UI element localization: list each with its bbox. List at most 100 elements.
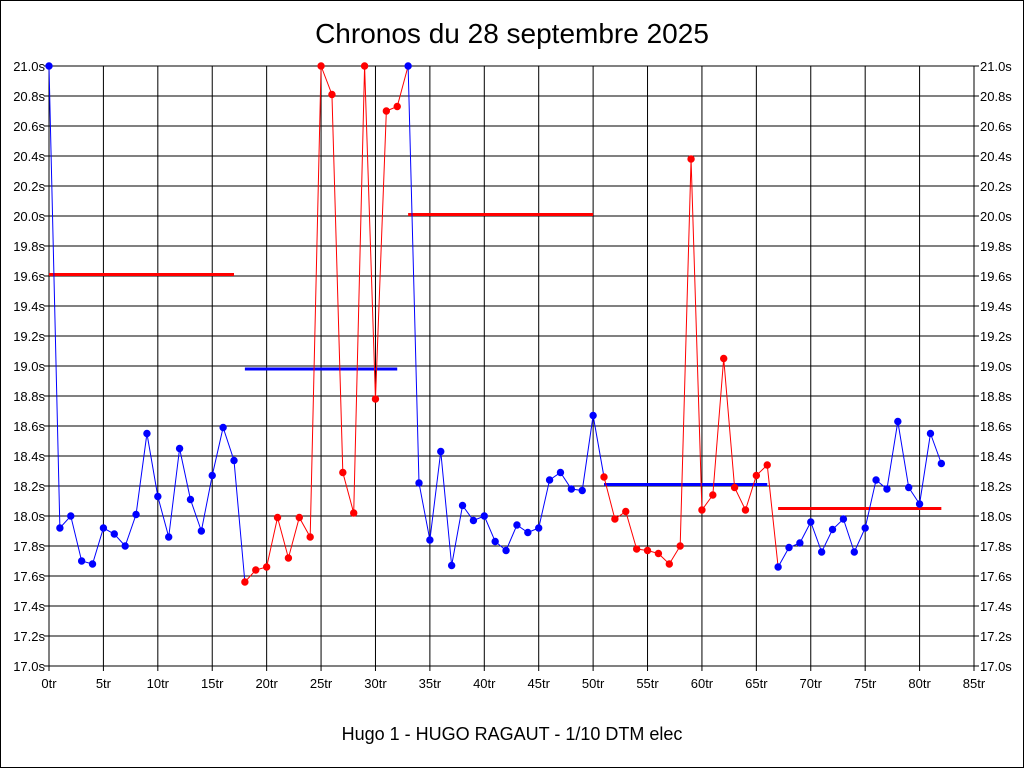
y-tick-label-left: 17.2s bbox=[13, 629, 45, 644]
y-tick-label-right: 19.4s bbox=[980, 299, 1012, 314]
series-line bbox=[777, 421, 942, 568]
data-point bbox=[491, 537, 499, 546]
x-tick-label: 55tr bbox=[636, 676, 659, 691]
data-point bbox=[219, 423, 227, 432]
data-point bbox=[632, 545, 641, 553]
y-tick-label-right: 21.0s bbox=[980, 59, 1012, 74]
data-point bbox=[426, 536, 434, 544]
data-point bbox=[578, 486, 586, 495]
data-point bbox=[524, 528, 532, 537]
data-point bbox=[817, 548, 826, 556]
x-tick-label: 20tr bbox=[255, 676, 278, 691]
data-point bbox=[154, 492, 162, 501]
data-point bbox=[88, 560, 97, 568]
data-point bbox=[828, 525, 837, 534]
data-point bbox=[77, 557, 86, 565]
data-point bbox=[774, 563, 782, 571]
data-point bbox=[284, 554, 293, 562]
data-point bbox=[785, 543, 793, 552]
data-point bbox=[535, 524, 543, 532]
x-tick-label: 30tr bbox=[364, 676, 387, 691]
data-point bbox=[382, 107, 391, 115]
data-point bbox=[437, 447, 445, 456]
data-point bbox=[45, 62, 53, 70]
x-tick-label: 70tr bbox=[800, 676, 823, 691]
chart-title: Chronos du 28 septembre 2025 bbox=[315, 18, 709, 49]
y-tick-label-right: 20.4s bbox=[980, 149, 1012, 164]
y-tick-label-left: 17.4s bbox=[13, 599, 45, 614]
x-tick-label: 85tr bbox=[963, 676, 986, 691]
data-point bbox=[665, 560, 673, 568]
x-tick-label: 25tr bbox=[310, 676, 333, 691]
x-tick-label: 50tr bbox=[582, 676, 605, 691]
data-point bbox=[839, 515, 848, 523]
y-tick-label-right: 17.2s bbox=[980, 629, 1012, 644]
chart-subtitle: Hugo 1 - HUGO RAGAUT - 1/10 DTM elec bbox=[341, 724, 683, 744]
y-tick-label-right: 20.2s bbox=[980, 179, 1012, 194]
data-point bbox=[56, 524, 64, 532]
data-point bbox=[252, 566, 260, 574]
y-tick-label-left: 20.0s bbox=[13, 209, 45, 224]
y-tick-label-right: 20.8s bbox=[980, 89, 1012, 104]
series-line bbox=[48, 65, 246, 583]
data-point bbox=[850, 548, 858, 556]
data-point bbox=[611, 515, 619, 523]
x-tick-label: 40tr bbox=[473, 676, 496, 691]
y-tick-label-right: 17.6s bbox=[980, 569, 1012, 584]
y-tick-label-left: 18.4s bbox=[13, 449, 45, 464]
data-point bbox=[186, 495, 195, 504]
data-point bbox=[600, 473, 608, 481]
data-point bbox=[143, 429, 151, 438]
series-line bbox=[603, 158, 779, 568]
y-tick-label-left: 20.6s bbox=[13, 119, 45, 134]
y-tick-label-left: 19.0s bbox=[13, 359, 45, 374]
data-point bbox=[415, 479, 423, 487]
data-point bbox=[230, 456, 238, 465]
data-point bbox=[502, 546, 510, 555]
y-tick-label-right: 19.6s bbox=[980, 269, 1012, 284]
plot-border bbox=[48, 65, 975, 667]
data-point bbox=[208, 471, 216, 480]
y-tick-label-right: 19.8s bbox=[980, 239, 1012, 254]
y-tick-label-right: 18.2s bbox=[980, 479, 1012, 494]
y-tick-label-left: 19.2s bbox=[13, 329, 45, 344]
data-point bbox=[67, 512, 75, 520]
y-tick-label-left: 19.8s bbox=[13, 239, 45, 254]
data-point bbox=[622, 507, 630, 516]
data-point bbox=[926, 429, 935, 438]
y-tick-label-left: 21.0s bbox=[13, 59, 45, 74]
data-point bbox=[720, 354, 728, 363]
data-point bbox=[905, 483, 913, 492]
data-point bbox=[687, 155, 695, 163]
x-tick-label: 5tr bbox=[96, 676, 112, 691]
x-tick-label: 45tr bbox=[528, 676, 551, 691]
y-tick-label-left: 20.4s bbox=[13, 149, 45, 164]
data-point bbox=[763, 461, 771, 469]
data-point bbox=[165, 533, 173, 541]
x-tick-label: 35tr bbox=[419, 676, 442, 691]
data-point bbox=[404, 62, 412, 70]
y-tick-label-right: 18.0s bbox=[980, 509, 1012, 524]
y-tick-label-left: 18.0s bbox=[13, 509, 45, 524]
x-tick-label: 80tr bbox=[908, 676, 931, 691]
data-point bbox=[393, 102, 401, 111]
y-tick-label-left: 20.2s bbox=[13, 179, 45, 194]
data-point bbox=[306, 533, 314, 541]
y-tick-label-left: 19.6s bbox=[13, 269, 45, 284]
data-point bbox=[567, 485, 576, 493]
y-tick-label-right: 20.0s bbox=[980, 209, 1012, 224]
y-tick-label-right: 18.6s bbox=[980, 419, 1012, 434]
data-point bbox=[698, 506, 706, 514]
y-tick-label-left: 18.8s bbox=[13, 389, 45, 404]
data-point bbox=[262, 563, 271, 571]
y-tick-label-left: 20.8s bbox=[13, 89, 45, 104]
data-point bbox=[295, 513, 303, 522]
y-tick-label-left: 19.4s bbox=[13, 299, 45, 314]
data-point bbox=[197, 527, 206, 535]
data-point bbox=[545, 476, 554, 484]
y-tick-label-right: 19.2s bbox=[980, 329, 1012, 344]
x-tick-label: 60tr bbox=[691, 676, 714, 691]
data-point bbox=[447, 561, 456, 570]
x-tick-label: 65tr bbox=[745, 676, 768, 691]
